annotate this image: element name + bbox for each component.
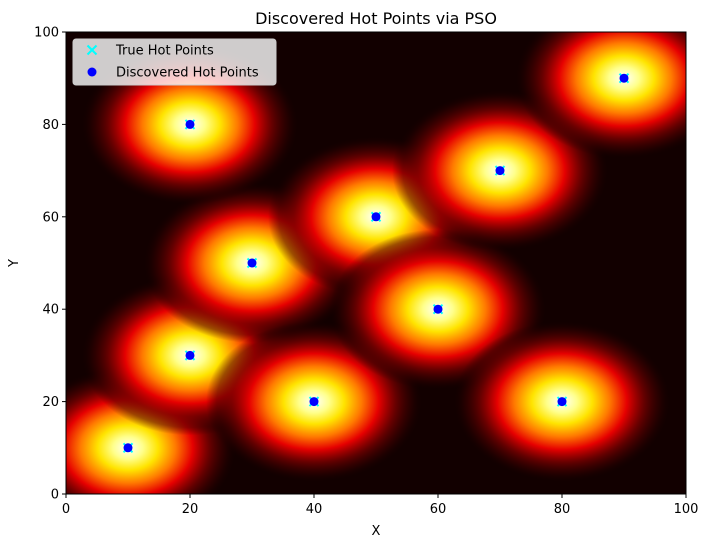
legend-x-marker <box>86 44 98 56</box>
discovered-hot-point-9 <box>619 73 629 83</box>
discovered-hot-point-5 <box>371 212 381 222</box>
discovered-hot-point-6 <box>433 304 443 314</box>
legend-circle-marker <box>87 67 97 77</box>
discovered-hot-point-2 <box>185 350 195 360</box>
x-tick-label: 80 <box>554 502 571 517</box>
x-tick-label: 100 <box>674 502 699 517</box>
x-tick-label: 0 <box>62 502 70 517</box>
discovered-hot-point-10 <box>185 119 195 129</box>
y-tick-label: 0 <box>51 488 59 503</box>
discovered-hot-point-1 <box>123 443 133 453</box>
x-axis-ticks: 0 20 40 60 80 100 <box>62 494 699 517</box>
legend-label: Discovered Hot Points <box>116 66 259 81</box>
legend-box <box>72 38 277 86</box>
x-tick-label: 20 <box>182 502 199 517</box>
plot-frame <box>65 31 687 495</box>
markers-layer <box>122 72 630 454</box>
x-axis-label: X <box>372 524 381 539</box>
y-tick-label: 40 <box>42 303 59 318</box>
y-tick-label: 20 <box>42 395 59 410</box>
y-axis-ticks: 0 20 40 60 80 100 <box>34 26 66 503</box>
heat-spot-9 <box>516 32 686 159</box>
x-tick-label: 40 <box>306 502 323 517</box>
legend: True Hot Points Discovered Hot Points <box>72 38 277 86</box>
legend-label: True Hot Points <box>115 44 214 59</box>
x-tick-label: 60 <box>430 502 447 517</box>
y-tick-label: 100 <box>34 26 59 41</box>
discovered-hot-point-8 <box>557 397 567 407</box>
legend-item: True Hot Points <box>86 44 214 59</box>
discovered-hot-point-4 <box>309 397 319 407</box>
discovered-hot-point-7 <box>495 166 505 176</box>
y-axis-label: Y <box>7 259 22 268</box>
discovered-hot-point-3 <box>247 258 257 268</box>
chart-title: Discovered Hot Points via PSO <box>255 9 497 28</box>
y-tick-label: 60 <box>42 210 59 225</box>
legend-item: Discovered Hot Points <box>87 66 259 81</box>
y-tick-label: 80 <box>42 118 59 133</box>
heatmap-layer <box>66 32 686 494</box>
